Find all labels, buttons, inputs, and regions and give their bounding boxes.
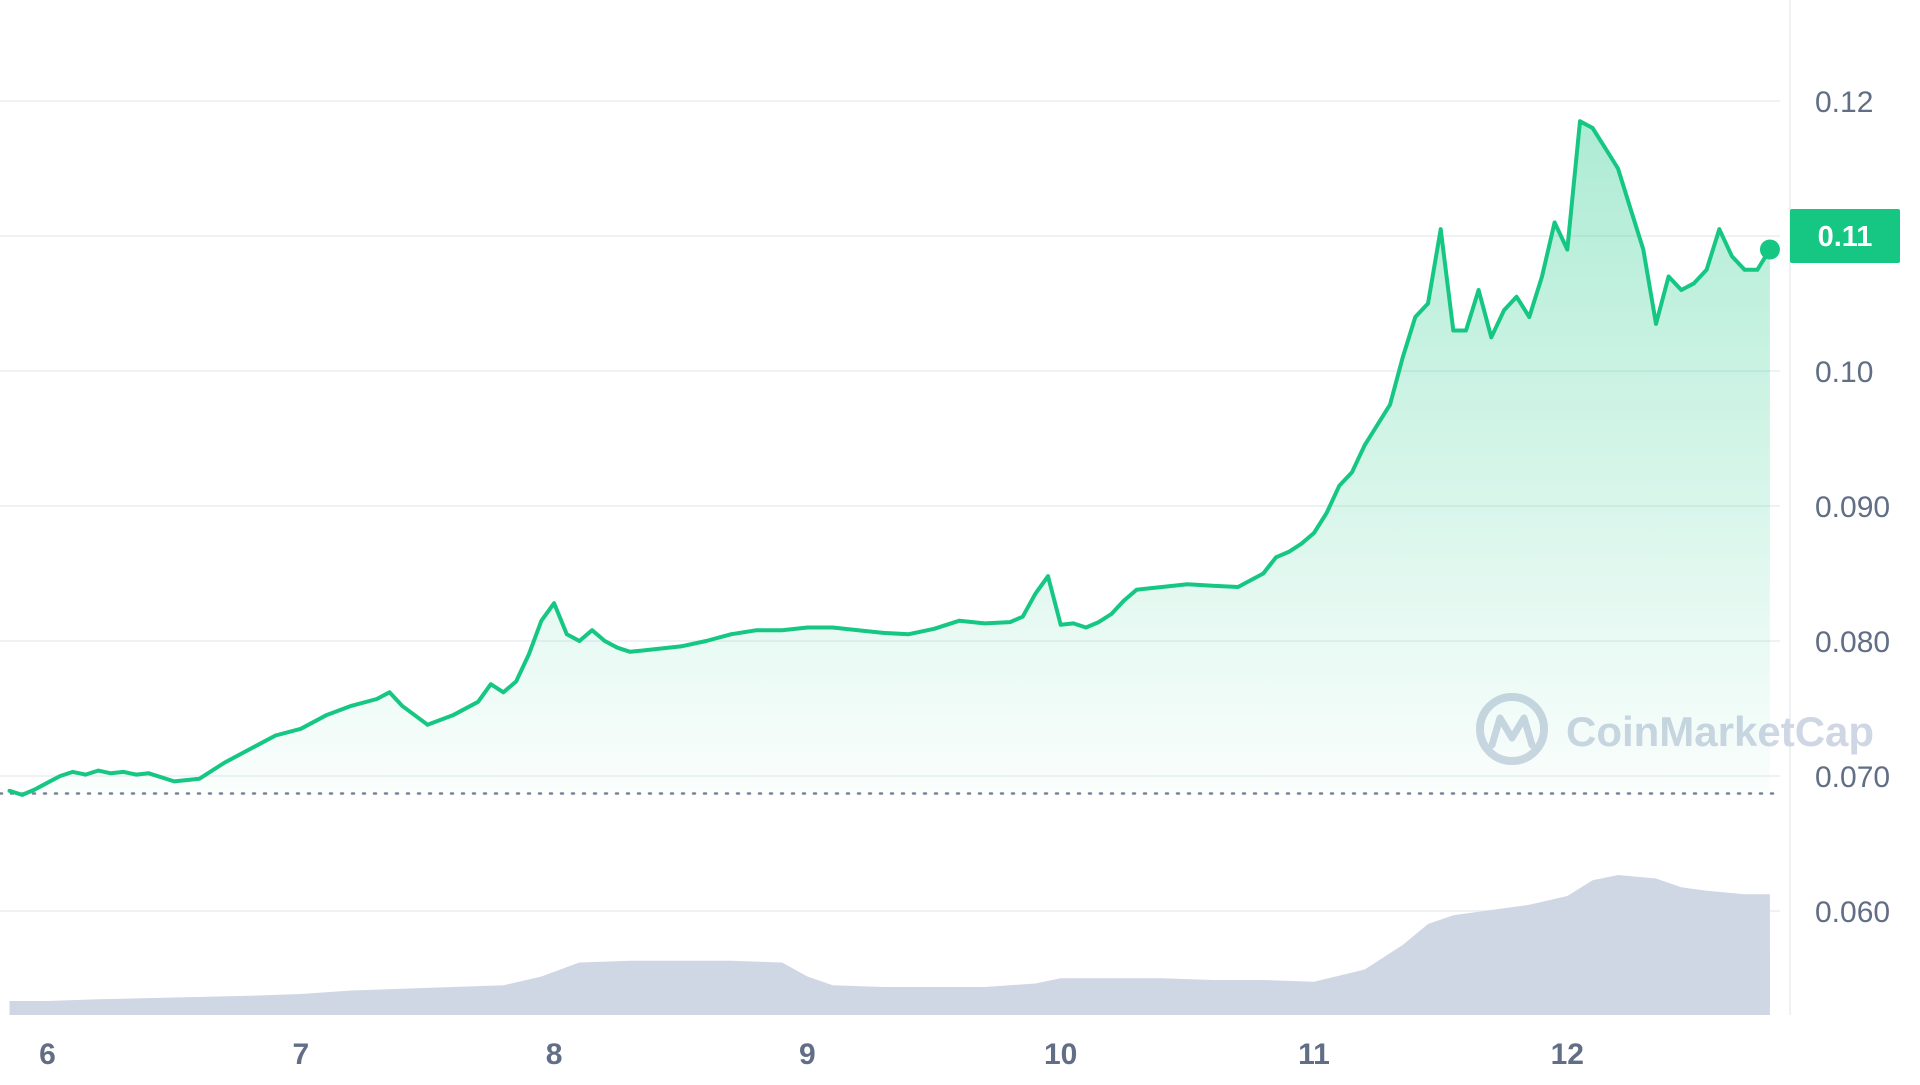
y-axis: 0.060 0.070 0.080 0.090 0.10 0.12 [1815,86,1890,929]
price-line-up [7,119,1772,797]
x-tick-label: 7 [292,1038,309,1071]
price-line [7,119,1772,797]
x-tick-label: 12 [1551,1038,1584,1071]
y-tick-label: 0.080 [1815,626,1890,659]
current-price-dot [1759,239,1780,260]
volume-area [9,875,1770,1015]
x-tick-label: 8 [546,1038,563,1071]
x-axis: 6 7 8 9 10 11 12 [39,1038,1584,1071]
y-tick-label: 0.070 [1815,761,1890,794]
y-tick-label: 0.12 [1815,86,1873,119]
current-price-tag: 0.11 [1790,209,1900,263]
y-tick-label: 0.060 [1815,896,1890,929]
volume-bars [9,875,1770,1015]
y-tick-label: 0.090 [1815,491,1890,524]
x-tick-label: 6 [39,1038,56,1071]
y-tick-label: 0.10 [1815,356,1873,389]
current-price-marker [1759,239,1780,260]
current-price-tag-bg [1790,209,1900,263]
x-tick-label: 11 [1298,1038,1330,1071]
price-area [9,121,1770,795]
price-area-fill [9,121,1770,795]
x-tick-label: 10 [1044,1038,1077,1071]
x-tick-label: 9 [799,1038,816,1071]
current-price-tag-label: 0.11 [1818,221,1873,253]
